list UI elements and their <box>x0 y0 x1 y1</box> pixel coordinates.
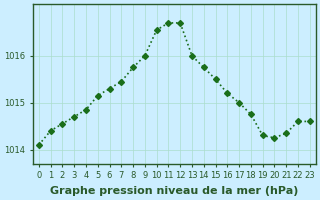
X-axis label: Graphe pression niveau de la mer (hPa): Graphe pression niveau de la mer (hPa) <box>50 186 299 196</box>
